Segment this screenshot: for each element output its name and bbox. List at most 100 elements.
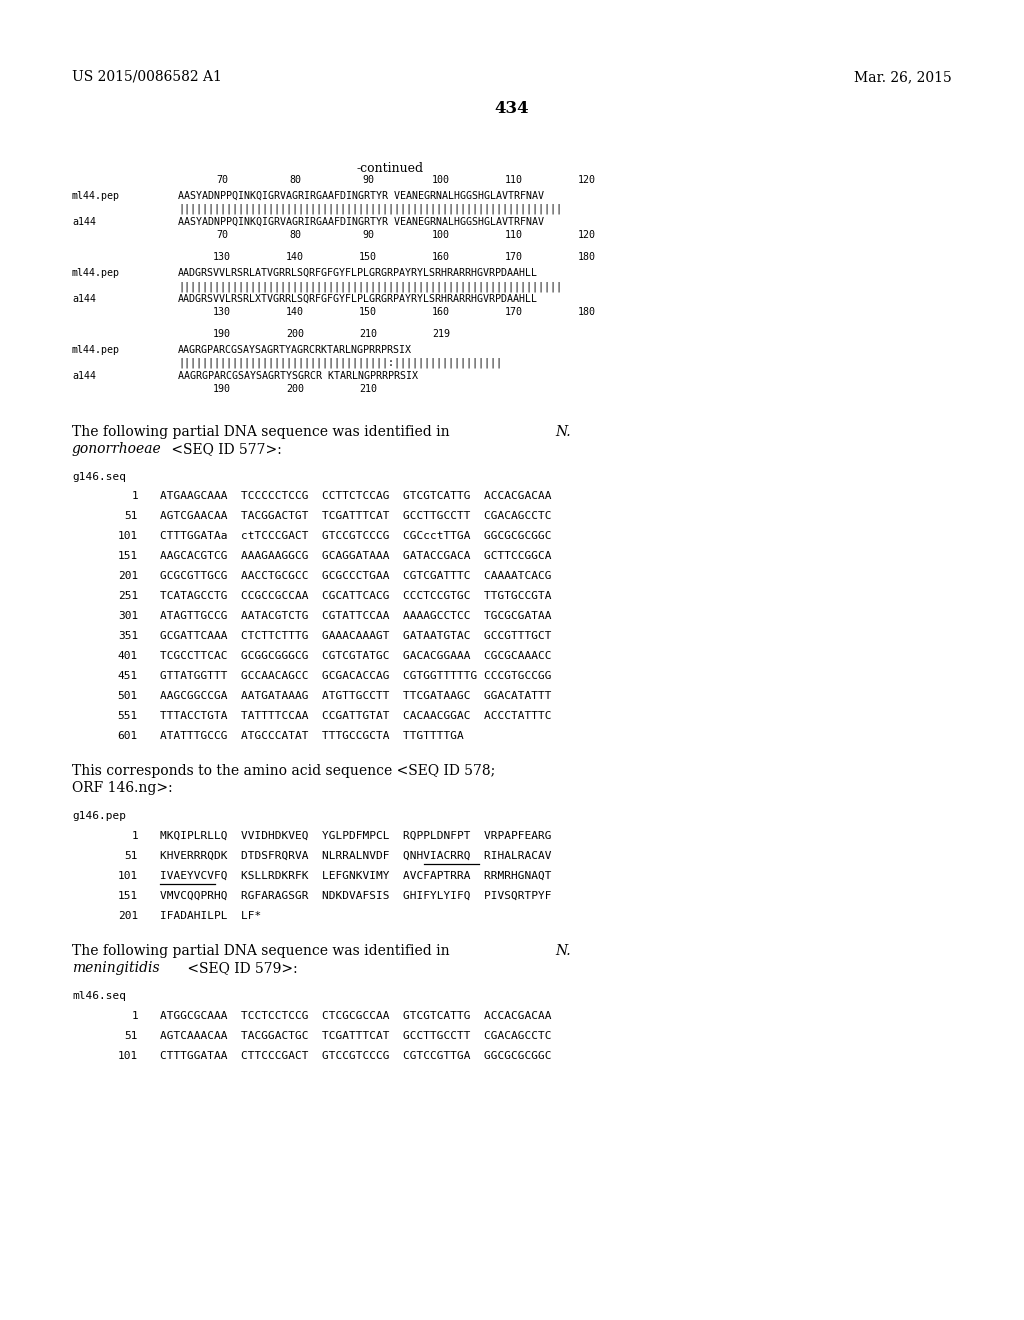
- Text: 200: 200: [286, 384, 304, 393]
- Text: meningitidis: meningitidis: [72, 961, 160, 975]
- Text: 110: 110: [505, 176, 523, 185]
- Text: 180: 180: [578, 308, 596, 317]
- Text: <SEQ ID 577>:: <SEQ ID 577>:: [167, 442, 282, 455]
- Text: 601: 601: [118, 731, 138, 741]
- Text: MKQIPLRLLQ  VVIDHDKVEQ  YGLPDFMPCL  RQPPLDNFPT  VRPAPFEARG: MKQIPLRLLQ VVIDHDKVEQ YGLPDFMPCL RQPPLDN…: [160, 832, 552, 841]
- Text: g146.pep: g146.pep: [72, 810, 126, 821]
- Text: IFADAHILPL  LF*: IFADAHILPL LF*: [160, 911, 261, 921]
- Text: 434: 434: [495, 100, 529, 117]
- Text: 210: 210: [359, 384, 377, 393]
- Text: 90: 90: [362, 230, 374, 240]
- Text: 100: 100: [432, 176, 450, 185]
- Text: 190: 190: [213, 384, 231, 393]
- Text: This corresponds to the amino acid sequence <SEQ ID 578;: This corresponds to the amino acid seque…: [72, 764, 496, 777]
- Text: 351: 351: [118, 631, 138, 642]
- Text: ATAGTTGCCG  AATACGTCTG  CGTATTCCAA  AAAAGCCTCC  TGCGCGATAA: ATAGTTGCCG AATACGTCTG CGTATTCCAA AAAAGCC…: [160, 611, 552, 620]
- Text: 219: 219: [432, 329, 450, 339]
- Text: 140: 140: [286, 252, 304, 261]
- Text: 301: 301: [118, 611, 138, 620]
- Text: 1: 1: [131, 491, 138, 502]
- Text: 120: 120: [578, 176, 596, 185]
- Text: 110: 110: [505, 230, 523, 240]
- Text: ml44.pep: ml44.pep: [72, 345, 120, 355]
- Text: 90: 90: [362, 176, 374, 185]
- Text: GTTATGGTTT  GCCAACAGCC  GCGACACCAG  CGTGGTTTTTG CCCGTGCCGG: GTTATGGTTT GCCAACAGCC GCGACACCAG CGTGGTT…: [160, 671, 552, 681]
- Text: CTTTGGATAA  CTTCCCGACT  GTCCGTCCCG  CGTCCGTTGA  GGCGCGCGGC: CTTTGGATAA CTTCCCGACT GTCCGTCCCG CGTCCGT…: [160, 1051, 552, 1061]
- Text: 251: 251: [118, 591, 138, 601]
- Text: 151: 151: [118, 891, 138, 902]
- Text: AAGCACGTCG  AAAGAAGGCG  GCAGGATAAA  GATACCGACA  GCTTCCGGCA: AAGCACGTCG AAAGAAGGCG GCAGGATAAA GATACCG…: [160, 550, 552, 561]
- Text: 70: 70: [216, 230, 228, 240]
- Text: 1: 1: [131, 832, 138, 841]
- Text: ml44.pep: ml44.pep: [72, 268, 120, 279]
- Text: AAGRGPARCGSAYSAGRTYSGRCR KTARLNGPRRPRSIX: AAGRGPARCGSAYSAGRTYSGRCR KTARLNGPRRPRSIX: [178, 371, 418, 381]
- Text: TCATAGCCTG  CCGCCGCCAA  CGCATTCACG  CCCTCCGTGC  TTGTGCCGTA: TCATAGCCTG CCGCCGCCAA CGCATTCACG CCCTCCG…: [160, 591, 552, 601]
- Text: AAGCGGCCGA  AATGATAAAG  ATGTTGCCTT  TTCGATAAGC  GGACATATTT: AAGCGGCCGA AATGATAAAG ATGTTGCCTT TTCGATA…: [160, 690, 552, 701]
- Text: 551: 551: [118, 711, 138, 721]
- Text: N.: N.: [555, 425, 570, 440]
- Text: ATGGCGCAAA  TCCTCCTCCG  CTCGCGCCAA  GTCGTCATTG  ACCACGACAA: ATGGCGCAAA TCCTCCTCCG CTCGCGCCAA GTCGTCA…: [160, 1011, 552, 1020]
- Text: |||||||||||||||||||||||||||||||||||:||||||||||||||||||: |||||||||||||||||||||||||||||||||||:||||…: [178, 358, 502, 368]
- Text: 160: 160: [432, 308, 450, 317]
- Text: a144: a144: [72, 294, 96, 304]
- Text: 80: 80: [289, 176, 301, 185]
- Text: ||||||||||||||||||||||||||||||||||||||||||||||||||||||||||||||||: ||||||||||||||||||||||||||||||||||||||||…: [178, 205, 562, 214]
- Text: 150: 150: [359, 252, 377, 261]
- Text: GCGCGTTGCG  AACCTGCGCC  GCGCCCTGAA  CGTCGATTTC  CAAAATCACG: GCGCGTTGCG AACCTGCGCC GCGCCCTGAA CGTCGAT…: [160, 572, 552, 581]
- Text: 210: 210: [359, 329, 377, 339]
- Text: 401: 401: [118, 651, 138, 661]
- Text: -continued: -continued: [356, 162, 424, 176]
- Text: 140: 140: [286, 308, 304, 317]
- Text: 180: 180: [578, 252, 596, 261]
- Text: 201: 201: [118, 911, 138, 921]
- Text: ||||||||||||||||||||||||||||||||||||||||||||||||||||||||||||||||: ||||||||||||||||||||||||||||||||||||||||…: [178, 281, 562, 292]
- Text: <SEQ ID 579>:: <SEQ ID 579>:: [183, 961, 298, 975]
- Text: 130: 130: [213, 252, 231, 261]
- Text: 100: 100: [432, 230, 450, 240]
- Text: AGTCAAACAA  TACGGACTGC  TCGATTTCAT  GCCTTGCCTT  CGACAGCCTC: AGTCAAACAA TACGGACTGC TCGATTTCAT GCCTTGC…: [160, 1031, 552, 1041]
- Text: AASYADNPPQINKQIGRVAGRIRGAAFDINGRTYR VEANEGRNALHGGSHGLAVTRFNAV: AASYADNPPQINKQIGRVAGRIRGAAFDINGRTYR VEAN…: [178, 216, 544, 227]
- Text: US 2015/0086582 A1: US 2015/0086582 A1: [72, 70, 222, 84]
- Text: GCGATTCAAA  CTCTTCTTTG  GAAACAAAGT  GATAATGTAC  GCCGTTTGCT: GCGATTCAAA CTCTTCTTTG GAAACAAAGT GATAATG…: [160, 631, 552, 642]
- Text: 190: 190: [213, 329, 231, 339]
- Text: 201: 201: [118, 572, 138, 581]
- Text: ATATTTGCCG  ATGCCCATAT  TTTGCCGCTA  TTGTTTTGA: ATATTTGCCG ATGCCCATAT TTTGCCGCTA TTGTTTT…: [160, 731, 464, 741]
- Text: 1: 1: [131, 1011, 138, 1020]
- Text: The following partial DNA sequence was identified in: The following partial DNA sequence was i…: [72, 425, 454, 440]
- Text: TCGCCTTCAC  GCGGCGGGCG  CGTCGTATGC  GACACGGAAA  CGCGCAAACC: TCGCCTTCAC GCGGCGGGCG CGTCGTATGC GACACGG…: [160, 651, 552, 661]
- Text: AAGRGPARCGSAYSAGRTYAGRCRKTARLNGPRRPRSIX: AAGRGPARCGSAYSAGRTYAGRCRKTARLNGPRRPRSIX: [178, 345, 412, 355]
- Text: 170: 170: [505, 252, 523, 261]
- Text: AADGRSVVLRSRLXTVGRRLSQRFGFGYFLPLGRGRPAYRYLSRHRARRHGVRPDAAHLL: AADGRSVVLRSRLXTVGRRLSQRFGFGYFLPLGRGRPAYR…: [178, 294, 538, 304]
- Text: 200: 200: [286, 329, 304, 339]
- Text: 451: 451: [118, 671, 138, 681]
- Text: ml44.pep: ml44.pep: [72, 191, 120, 201]
- Text: 160: 160: [432, 252, 450, 261]
- Text: 70: 70: [216, 176, 228, 185]
- Text: CTTTGGATAa  ctTCCCGACT  GTCCGTCCCG  CGCcctTTGA  GGCGCGCGGC: CTTTGGATAa ctTCCCGACT GTCCGTCCCG CGCcctT…: [160, 531, 552, 541]
- Text: 501: 501: [118, 690, 138, 701]
- Text: 130: 130: [213, 308, 231, 317]
- Text: KHVERRRQDK  DTDSFRQRVA  NLRRALNVDF  QNHVIACRRQ  RIHALRACAV: KHVERRRQDK DTDSFRQRVA NLRRALNVDF QNHVIAC…: [160, 851, 552, 861]
- Text: 51: 51: [125, 1031, 138, 1041]
- Text: g146.seq: g146.seq: [72, 473, 126, 482]
- Text: N.: N.: [555, 944, 570, 958]
- Text: AGTCGAACAA  TACGGACTGT  TCGATTTCAT  GCCTTGCCTT  CGACAGCCTC: AGTCGAACAA TACGGACTGT TCGATTTCAT GCCTTGC…: [160, 511, 552, 521]
- Text: 51: 51: [125, 511, 138, 521]
- Text: 101: 101: [118, 1051, 138, 1061]
- Text: 101: 101: [118, 871, 138, 880]
- Text: AADGRSVVLRSRLATVGRRLSQRFGFGYFLPLGRGRPAYRYLSRHRARRHGVRPDAAHLL: AADGRSVVLRSRLATVGRRLSQRFGFGYFLPLGRGRPAYR…: [178, 268, 538, 279]
- Text: 120: 120: [578, 230, 596, 240]
- Text: AASYADNPPQINKQIGRVAGRIRGAAFDINGRTYR VEANEGRNALHGGSHGLAVTRFNAV: AASYADNPPQINKQIGRVAGRIRGAAFDINGRTYR VEAN…: [178, 191, 544, 201]
- Text: TTTACCTGTA  TATTTTCCAA  CCGATTGTAT  CACAACGGAC  ACCCTATTTC: TTTACCTGTA TATTTTCCAA CCGATTGTAT CACAACG…: [160, 711, 552, 721]
- Text: 51: 51: [125, 851, 138, 861]
- Text: 150: 150: [359, 308, 377, 317]
- Text: 101: 101: [118, 531, 138, 541]
- Text: ml46.seq: ml46.seq: [72, 991, 126, 1001]
- Text: a144: a144: [72, 371, 96, 381]
- Text: IVAEYVCVFQ  KSLLRDKRFK  LEFGNKVIMY  AVCFAPTRRA  RRMRHGNAQT: IVAEYVCVFQ KSLLRDKRFK LEFGNKVIMY AVCFAPT…: [160, 871, 552, 880]
- Text: 170: 170: [505, 308, 523, 317]
- Text: a144: a144: [72, 216, 96, 227]
- Text: ATGAAGCAAA  TCCCCCTCCG  CCTTCTCCAG  GTCGTCATTG  ACCACGACAA: ATGAAGCAAA TCCCCCTCCG CCTTCTCCAG GTCGTCA…: [160, 491, 552, 502]
- Text: The following partial DNA sequence was identified in: The following partial DNA sequence was i…: [72, 944, 454, 958]
- Text: 151: 151: [118, 550, 138, 561]
